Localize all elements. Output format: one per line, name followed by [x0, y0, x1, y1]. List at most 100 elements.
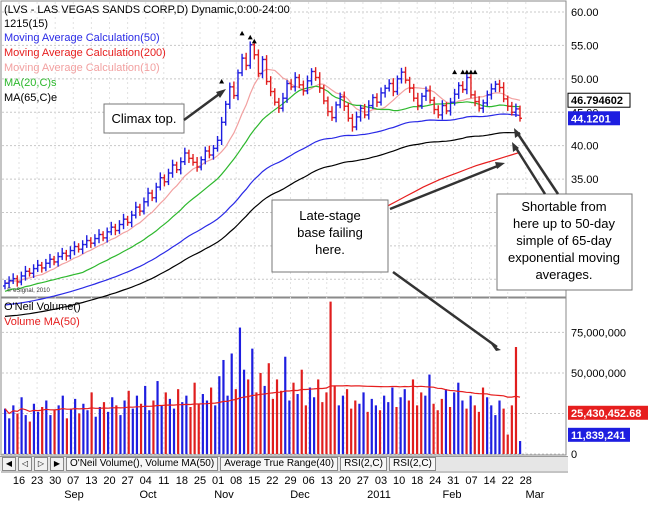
volume-bar	[24, 415, 27, 454]
volume-bar	[494, 415, 497, 454]
date-tick-label: 03	[375, 475, 387, 487]
price-bars-layer	[3, 30, 522, 290]
month-label: Dec	[290, 489, 310, 501]
date-tick-label: 20	[103, 475, 115, 487]
tab-scroll-last-icon[interactable]: ▶	[50, 457, 64, 471]
volume-bar	[8, 418, 11, 454]
price-bar	[485, 90, 490, 107]
volume-bar	[185, 395, 188, 454]
tab-volume[interactable]: O'Neil Volume(), Volume MA(50)	[66, 457, 219, 471]
price-bar	[260, 56, 265, 79]
tab-atr[interactable]: Average True Range(40)	[220, 457, 339, 471]
price-bar	[399, 67, 404, 84]
volume-bar	[378, 410, 382, 454]
price-bar	[362, 103, 367, 119]
volume-bar	[263, 385, 266, 454]
volume-bar	[139, 403, 143, 454]
date-tick-label: 22	[502, 475, 514, 487]
price-bar	[133, 201, 138, 219]
price-badge-bg	[567, 92, 631, 108]
price-bar	[178, 157, 183, 175]
date-tick-label: 25	[194, 475, 206, 487]
tab-rsi-1[interactable]: RSI(2,C)	[340, 457, 387, 471]
tab-scroll-next-icon[interactable]: ▷	[34, 457, 48, 471]
price-bar	[248, 41, 253, 69]
short-arrowhead-2	[512, 142, 519, 152]
price-bar	[141, 197, 146, 215]
volume-bar	[325, 392, 328, 454]
price-bar	[268, 76, 273, 97]
price-bar	[464, 72, 469, 95]
price-bar	[3, 279, 7, 290]
price-bar	[162, 174, 167, 187]
volume-bar	[172, 408, 176, 454]
price-bar	[497, 79, 502, 93]
pivot-marker	[247, 34, 253, 40]
price-bar	[117, 220, 122, 234]
price-bar	[109, 221, 114, 236]
price-bar	[223, 100, 228, 126]
volume-bar	[407, 400, 410, 454]
month-label: 2011	[367, 489, 391, 501]
price-bar	[27, 267, 32, 277]
month-label: Nov	[214, 489, 234, 501]
tab-scroll-prev-icon[interactable]: ◁	[18, 457, 32, 471]
climax-arrow	[183, 90, 223, 122]
volume-bar	[391, 387, 394, 454]
price-bar	[428, 85, 433, 104]
price-bar	[72, 241, 77, 256]
price-tick-label: 40.00	[571, 141, 599, 153]
date-tick-label: 31	[447, 475, 459, 487]
pivot-marker	[460, 69, 466, 75]
volume-bar	[210, 387, 213, 454]
volume-bar	[362, 392, 365, 454]
volume-bar	[193, 382, 196, 454]
volume-badge-label: 25,430,452.68	[571, 408, 641, 420]
volume-bar	[354, 400, 357, 454]
volume-bar	[469, 395, 472, 454]
price-bar	[56, 252, 61, 267]
volume-bar	[350, 408, 353, 454]
price-bar	[60, 247, 65, 260]
volume-bar	[65, 418, 68, 454]
price-bar	[289, 79, 294, 91]
price-bar	[158, 172, 163, 191]
volume-bar	[317, 379, 320, 454]
price-bar	[129, 210, 134, 228]
price-bar	[350, 113, 355, 132]
price-bar	[293, 72, 298, 92]
volume-bar	[144, 385, 147, 454]
volume-bar	[168, 398, 171, 454]
price-bar	[518, 105, 522, 122]
indicator-legend: Moving Average Calculation(50) Moving Ave…	[4, 32, 166, 104]
base-arrow-down	[392, 270, 498, 349]
tab-rsi-2[interactable]: RSI(2,C)	[388, 457, 436, 471]
price-bar	[423, 86, 428, 101]
short-box	[496, 193, 633, 291]
price-bar	[452, 88, 457, 106]
volume-bar	[465, 408, 468, 454]
price-bar	[309, 68, 314, 86]
base-arrowhead-down	[491, 344, 501, 351]
volume-bar	[160, 405, 163, 454]
volume-bar	[242, 369, 246, 454]
volume-bar	[387, 402, 390, 454]
volume-bar	[403, 389, 406, 454]
price-bar	[195, 157, 200, 172]
volume-bar	[296, 394, 299, 454]
volume-bar	[280, 390, 283, 454]
price-bar	[415, 92, 420, 111]
price-bar	[264, 55, 269, 85]
price-bar	[342, 91, 347, 111]
volume-bar	[461, 400, 464, 454]
date-tick-label: 08	[230, 475, 242, 487]
price-bar	[64, 249, 69, 261]
volume-bar	[189, 406, 192, 454]
price-bar	[301, 80, 306, 96]
ma50-line	[4, 113, 521, 306]
tab-scroll-first-icon[interactable]: ◀	[2, 457, 16, 471]
volume-bar	[218, 376, 221, 454]
date-tick-label: 16	[13, 475, 25, 487]
climax-arrowhead	[216, 89, 226, 98]
